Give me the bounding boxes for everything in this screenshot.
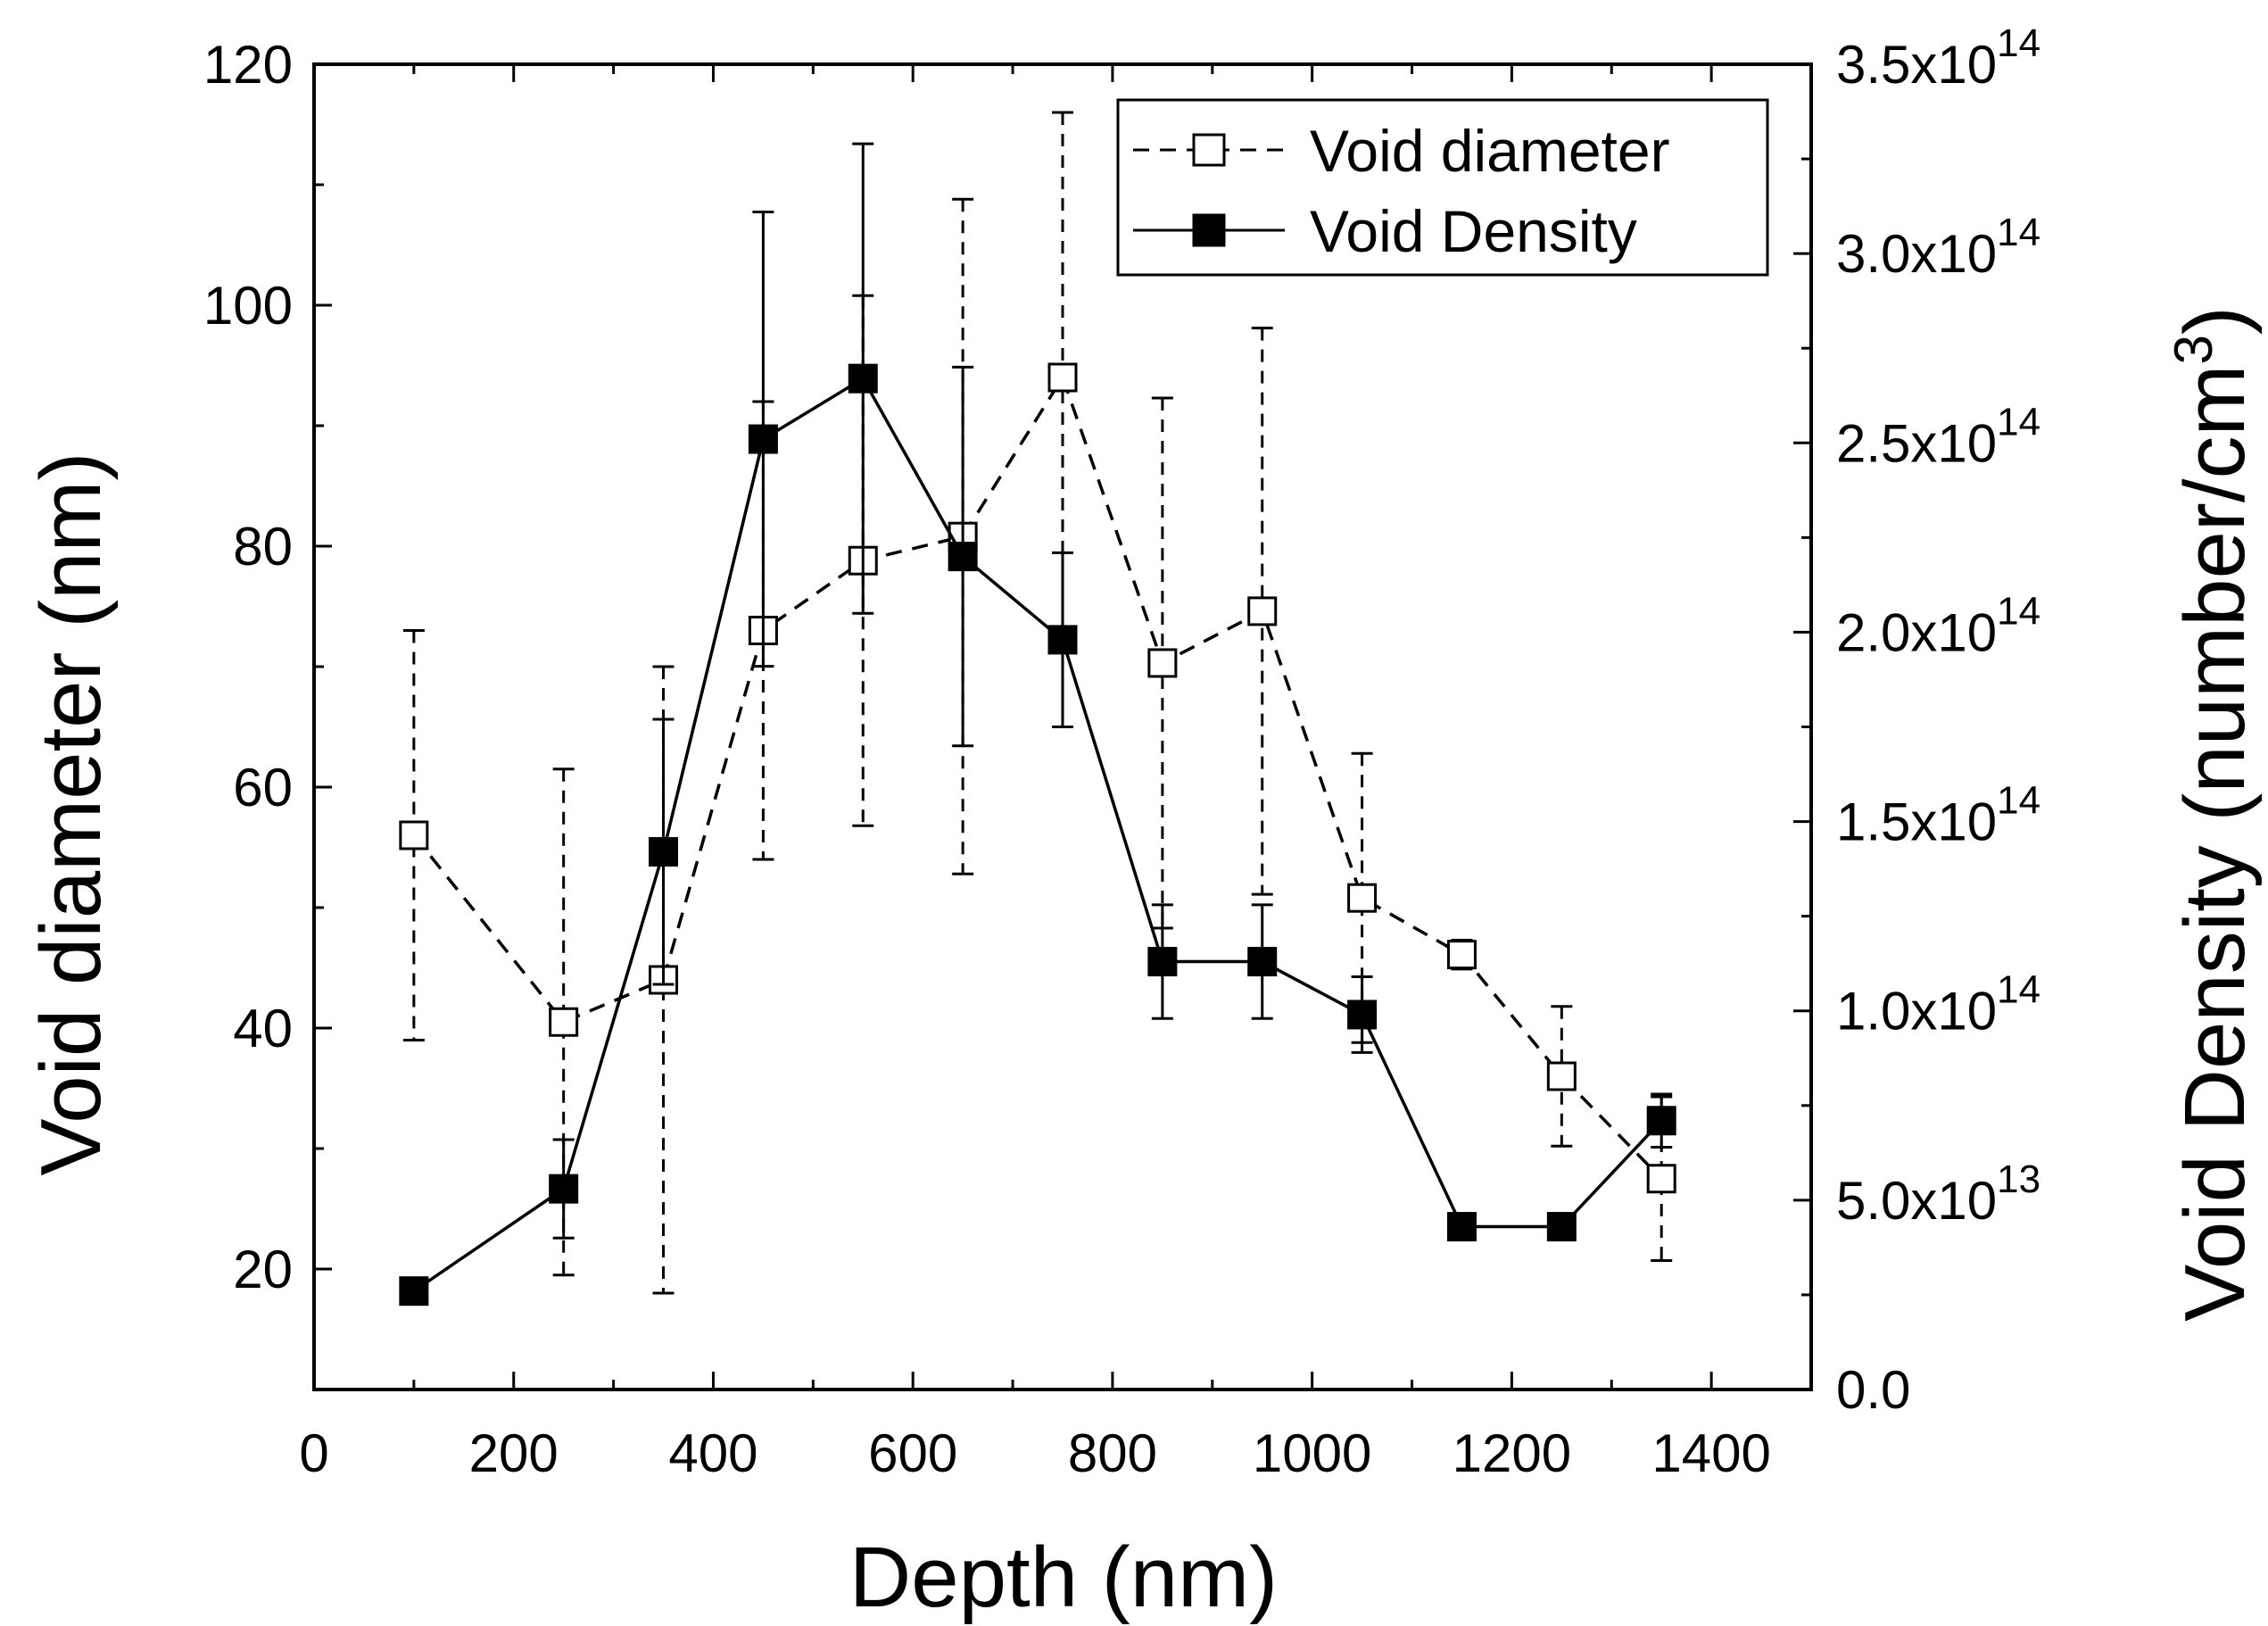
y2-tick-exponent-3: 14 [1997,779,2040,823]
void-density-point-10 [1446,1212,1477,1242]
legend-label-void-density: Void Density [1310,198,1637,264]
y2-tick-exponent-4: 14 [1997,589,2040,633]
y2-axis-title-superscript: 3 [2164,335,2223,364]
x-tick-label-800: 800 [1068,1423,1157,1483]
y2-tick-label-7: 3.5x1014 [1836,21,2040,95]
y2-tick-label-1: 5.0x1013 [1836,1157,2040,1231]
y2-tick-label-4: 2.0x1014 [1836,589,2040,662]
void-diameter-point-8 [1247,596,1278,626]
y-tick-label-120: 120 [203,35,293,95]
x-tick-label-1400: 1400 [1651,1423,1770,1483]
x-tick-label-200: 200 [469,1423,559,1483]
y2-tick-mantissa-3: 1.5x10 [1836,792,1997,852]
y2-tick-exponent-5: 14 [1997,400,2040,444]
x-tick-label-1000: 1000 [1253,1423,1371,1483]
void-density-point-1 [549,1174,579,1204]
y2-tick-exponent-1: 13 [1997,1157,2040,1201]
void-density-point-12 [1646,1106,1676,1136]
void-density-point-5 [948,542,978,572]
void-diameter-point-6 [1047,362,1078,393]
ticks-group: 0 200 400 600 800 1000 1200 1400 20 40 60 80 100 120 0… [203,21,2040,1483]
void-density-point-11 [1546,1212,1577,1242]
y2-tick-mantissa-1: 5.0x10 [1836,1171,1997,1231]
y2-tick-mantissa-6: 3.0x10 [1836,224,1997,284]
y-tick-label-80: 80 [233,517,293,577]
void-diameter-point-7 [1147,648,1178,678]
legend-label-void-diameter: Void diameter [1310,118,1670,184]
void-density-point-6 [1047,625,1078,655]
y2-tick-mantissa-0: 0.0 [1836,1360,1910,1420]
void-density-point-0 [399,1276,429,1307]
x-tick-label-1200: 1200 [1453,1423,1571,1483]
y2-tick-label-2: 1.0x1014 [1836,968,2040,1041]
void-diameter-point-10 [1446,940,1477,970]
y-tick-label-40: 40 [233,999,293,1058]
y-tick-label-100: 100 [203,276,293,336]
y2-tick-exponent-7: 14 [1997,21,2040,65]
x-tick-label-0: 0 [299,1423,328,1483]
y2-tick-exponent-6: 14 [1997,211,2040,254]
void-density-point-3 [748,424,778,454]
y2-tick-label-3: 1.5x1014 [1836,779,2040,852]
y2-axis-title-text: Void Density (number/cm [2167,364,2263,1321]
y2-tick-mantissa-4: 2.0x10 [1836,602,1997,662]
y2-tick-exponent-2: 14 [1997,968,2040,1012]
void-diameter-point-9 [1347,883,1378,913]
x-tick-label-600: 600 [868,1423,957,1483]
y2-tick-label-0: 0.0 [1836,1360,1910,1420]
legend-marker-void-diameter [1192,133,1226,167]
void-density-point-7 [1147,947,1178,977]
y2-tick-mantissa-7: 3.5x10 [1836,35,1997,95]
y-tick-label-60: 60 [233,758,293,817]
series-group [399,111,1676,1307]
void-diameter-point-0 [399,820,429,850]
y2-axis-title: Void Density (number/cm3) [2164,306,2263,1322]
void-density-point-8 [1247,947,1278,977]
x-axis-title: Depth (nm) [849,1530,1278,1625]
void-density-point-2 [649,837,679,867]
y2-axis-title-end: ) [2167,306,2263,335]
void-diameter-point-1 [549,1007,579,1037]
void-density-point-4 [848,363,878,394]
legend: Void diameter Void Density [1116,98,1769,277]
legend-marker-void-density [1192,213,1226,247]
y2-tick-mantissa-5: 2.5x10 [1836,413,1997,473]
legend-box [1116,98,1769,277]
void-density-line [412,376,1663,1293]
void-density-point-9 [1347,1000,1378,1030]
y-tick-label-20: 20 [233,1240,293,1299]
void-diameter-point-11 [1546,1061,1577,1091]
void-diameter-point-12 [1646,1164,1676,1194]
x-tick-label-400: 400 [668,1423,757,1483]
y2-tick-label-6: 3.0x1014 [1836,211,2040,284]
y2-tick-mantissa-2: 1.0x10 [1836,982,1997,1041]
y-axis-title: Void diameter (nm) [23,452,119,1176]
y2-tick-label-5: 2.5x1014 [1836,400,2040,473]
